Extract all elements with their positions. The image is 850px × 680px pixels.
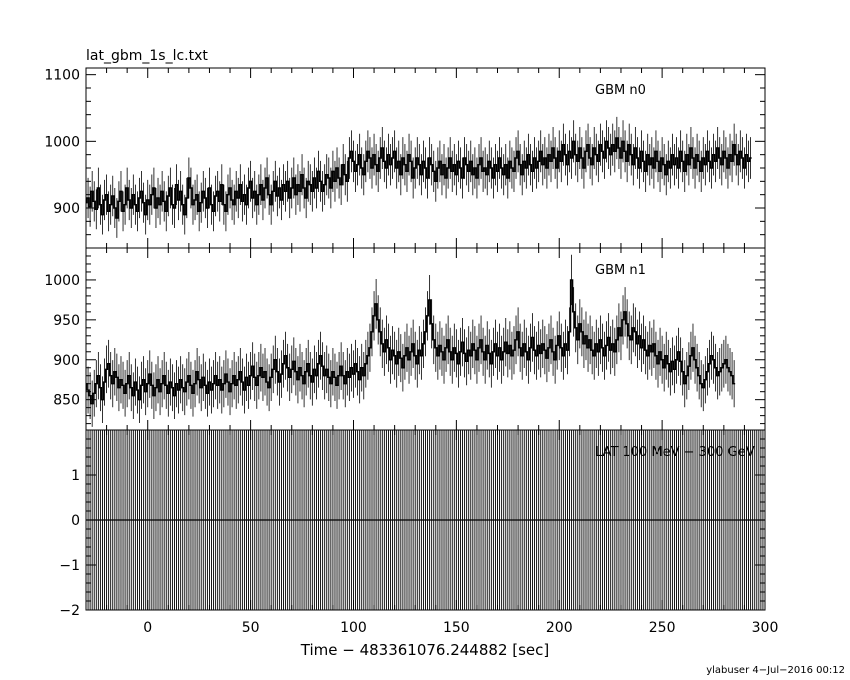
panel-2-ytick-label: 1000 xyxy=(44,273,80,289)
x-tick-label: 200 xyxy=(546,620,573,636)
panel-1-ytick-label: 1100 xyxy=(44,68,80,84)
chart-title: lat_gbm_1s_lc.txt xyxy=(86,48,208,64)
panel-3: −2 −1 0 1 LAT 100 MeV − 300 GeV xyxy=(59,429,766,619)
footer-credit: ylabuser 4−Jul−2016 00:12 xyxy=(706,665,845,676)
series-1-error-bars xyxy=(86,116,751,238)
panel-2: 850 900 950 1000 GBM n1 xyxy=(44,247,766,431)
x-axis-label: Time − 483361076.244882 [sec] xyxy=(300,641,550,659)
x-tick-label: 50 xyxy=(242,620,260,636)
series-1-line xyxy=(86,137,752,219)
panel-1: 900 1000 1100 GBM n0 xyxy=(44,67,766,249)
panel-2-ytick-label: 950 xyxy=(53,313,80,329)
panel-2-ytick-label: 900 xyxy=(53,353,80,369)
x-tick-label: 0 xyxy=(143,620,152,636)
series-2-line xyxy=(86,279,736,405)
panel-3-label: LAT 100 MeV − 300 GeV xyxy=(595,445,755,460)
panel-3-ytick-label: −1 xyxy=(59,558,80,574)
panel-3-data xyxy=(86,430,765,610)
panel-2-label: GBM n1 xyxy=(595,263,646,278)
x-tick-label: 250 xyxy=(649,620,676,636)
panel-3-ytick-label: −2 xyxy=(59,603,80,619)
x-tick-label: 300 xyxy=(752,620,779,636)
panel-1-ytick-label: 900 xyxy=(53,201,80,217)
panel-1-ytick-label: 1000 xyxy=(44,134,80,150)
panel-2-ytick-label: 850 xyxy=(53,393,80,409)
panel-1-data xyxy=(86,116,752,238)
panel-2-data xyxy=(86,254,736,427)
panel-3-ytick-label: 1 xyxy=(71,468,80,484)
x-tick-label: 100 xyxy=(340,620,367,636)
x-tick-label: 150 xyxy=(443,620,470,636)
panel-1-label: GBM n0 xyxy=(595,83,646,98)
panel-3-ytick-label: 0 xyxy=(71,513,80,529)
